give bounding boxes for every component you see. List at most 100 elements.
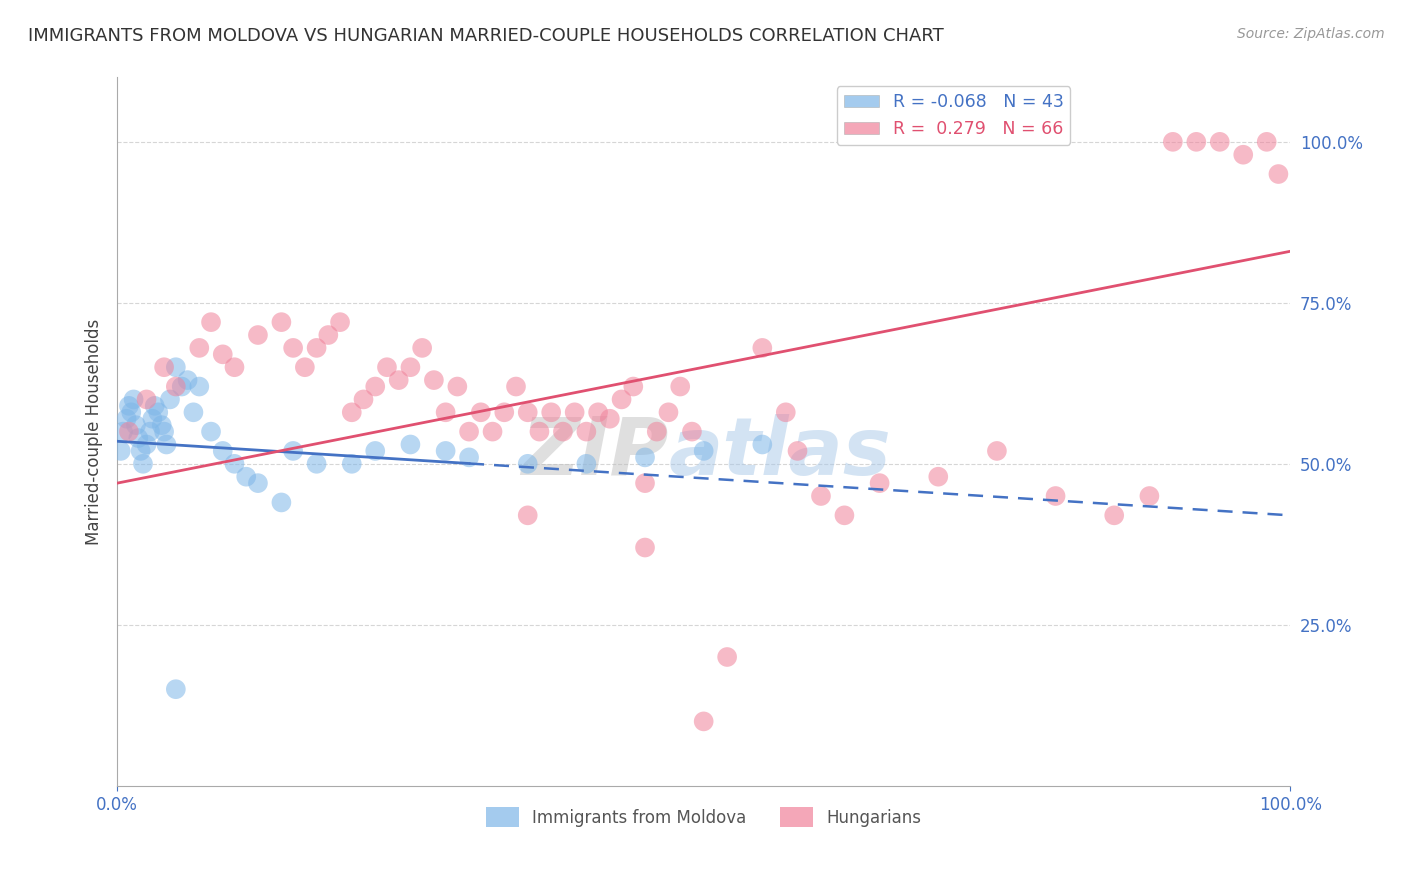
Point (551, 425, 574, 439)
Point (246, 476, 269, 491)
Point (645, 425, 668, 439)
Point (669, 379, 692, 393)
Point (353, 392, 375, 407)
Point (340, 457, 363, 471)
Text: IMMIGRANTS FROM MOLDOVA VS HUNGARIAN MARRIED-COUPLE HOUSEHOLDS CORRELATION CHART: IMMIGRANTS FROM MOLDOVA VS HUNGARIAN MAR… (28, 27, 943, 45)
Text: ZIP: ZIP (522, 414, 668, 491)
Point (399, 437, 422, 451)
Point (235, 469, 257, 483)
Point (1161, 135, 1184, 149)
Point (183, 405, 205, 419)
Point (200, 315, 222, 329)
Point (716, 650, 738, 665)
Point (388, 373, 411, 387)
Point (411, 341, 433, 355)
Point (305, 341, 328, 355)
Point (118, 399, 141, 413)
Point (599, 411, 621, 425)
Point (692, 714, 714, 729)
Point (159, 392, 181, 407)
Point (434, 444, 457, 458)
Point (318, 328, 340, 343)
Point (112, 425, 135, 439)
Point (399, 360, 422, 375)
Point (120, 405, 142, 419)
Point (364, 444, 387, 458)
Point (775, 405, 797, 419)
Point (1232, 147, 1254, 161)
Point (751, 341, 773, 355)
Point (505, 379, 527, 393)
Point (270, 315, 292, 329)
Point (834, 508, 856, 523)
Point (294, 360, 316, 375)
Point (494, 405, 516, 419)
Point (148, 405, 170, 419)
Point (118, 425, 141, 439)
Point (810, 489, 832, 503)
Point (1185, 135, 1208, 149)
Point (135, 392, 157, 407)
Point (135, 437, 157, 451)
Point (139, 425, 162, 439)
Point (458, 450, 481, 465)
Point (176, 373, 198, 387)
Point (634, 450, 657, 465)
Point (516, 508, 538, 523)
Point (986, 444, 1008, 458)
Point (621, 379, 644, 393)
Point (692, 444, 714, 458)
Point (165, 682, 187, 697)
Point (141, 411, 163, 425)
Point (564, 405, 586, 419)
Text: Source: ZipAtlas.com: Source: ZipAtlas.com (1237, 27, 1385, 41)
Point (125, 418, 148, 433)
Point (153, 360, 176, 375)
Point (129, 444, 152, 458)
Point (224, 457, 246, 471)
Legend: Immigrants from Moldova, Hungarians: Immigrants from Moldova, Hungarians (479, 800, 928, 834)
Point (224, 360, 246, 375)
Point (305, 457, 328, 471)
Point (751, 437, 773, 451)
Point (481, 425, 503, 439)
Point (540, 405, 562, 419)
Point (586, 405, 609, 419)
Point (434, 405, 457, 419)
Point (575, 457, 598, 471)
Point (155, 437, 177, 451)
Point (122, 392, 145, 407)
Point (657, 405, 679, 419)
Point (211, 444, 233, 458)
Point (132, 457, 155, 471)
Point (115, 411, 138, 425)
Point (165, 360, 187, 375)
Point (516, 457, 538, 471)
Point (869, 476, 891, 491)
Point (127, 431, 149, 445)
Point (634, 476, 657, 491)
Point (110, 444, 132, 458)
Point (165, 379, 187, 393)
Point (1102, 508, 1125, 523)
Point (200, 425, 222, 439)
Point (150, 418, 173, 433)
Point (458, 425, 481, 439)
Point (281, 341, 304, 355)
Text: atlas: atlas (668, 414, 891, 491)
Point (446, 379, 468, 393)
Y-axis label: Married-couple Households: Married-couple Households (86, 318, 103, 545)
Point (281, 444, 304, 458)
Point (529, 425, 551, 439)
Point (153, 425, 176, 439)
Point (1267, 167, 1289, 181)
Point (1256, 135, 1278, 149)
Point (470, 405, 492, 419)
Point (927, 469, 949, 483)
Point (786, 444, 808, 458)
Point (270, 495, 292, 509)
Point (170, 379, 193, 393)
Point (1209, 135, 1232, 149)
Point (188, 379, 211, 393)
Point (423, 373, 446, 387)
